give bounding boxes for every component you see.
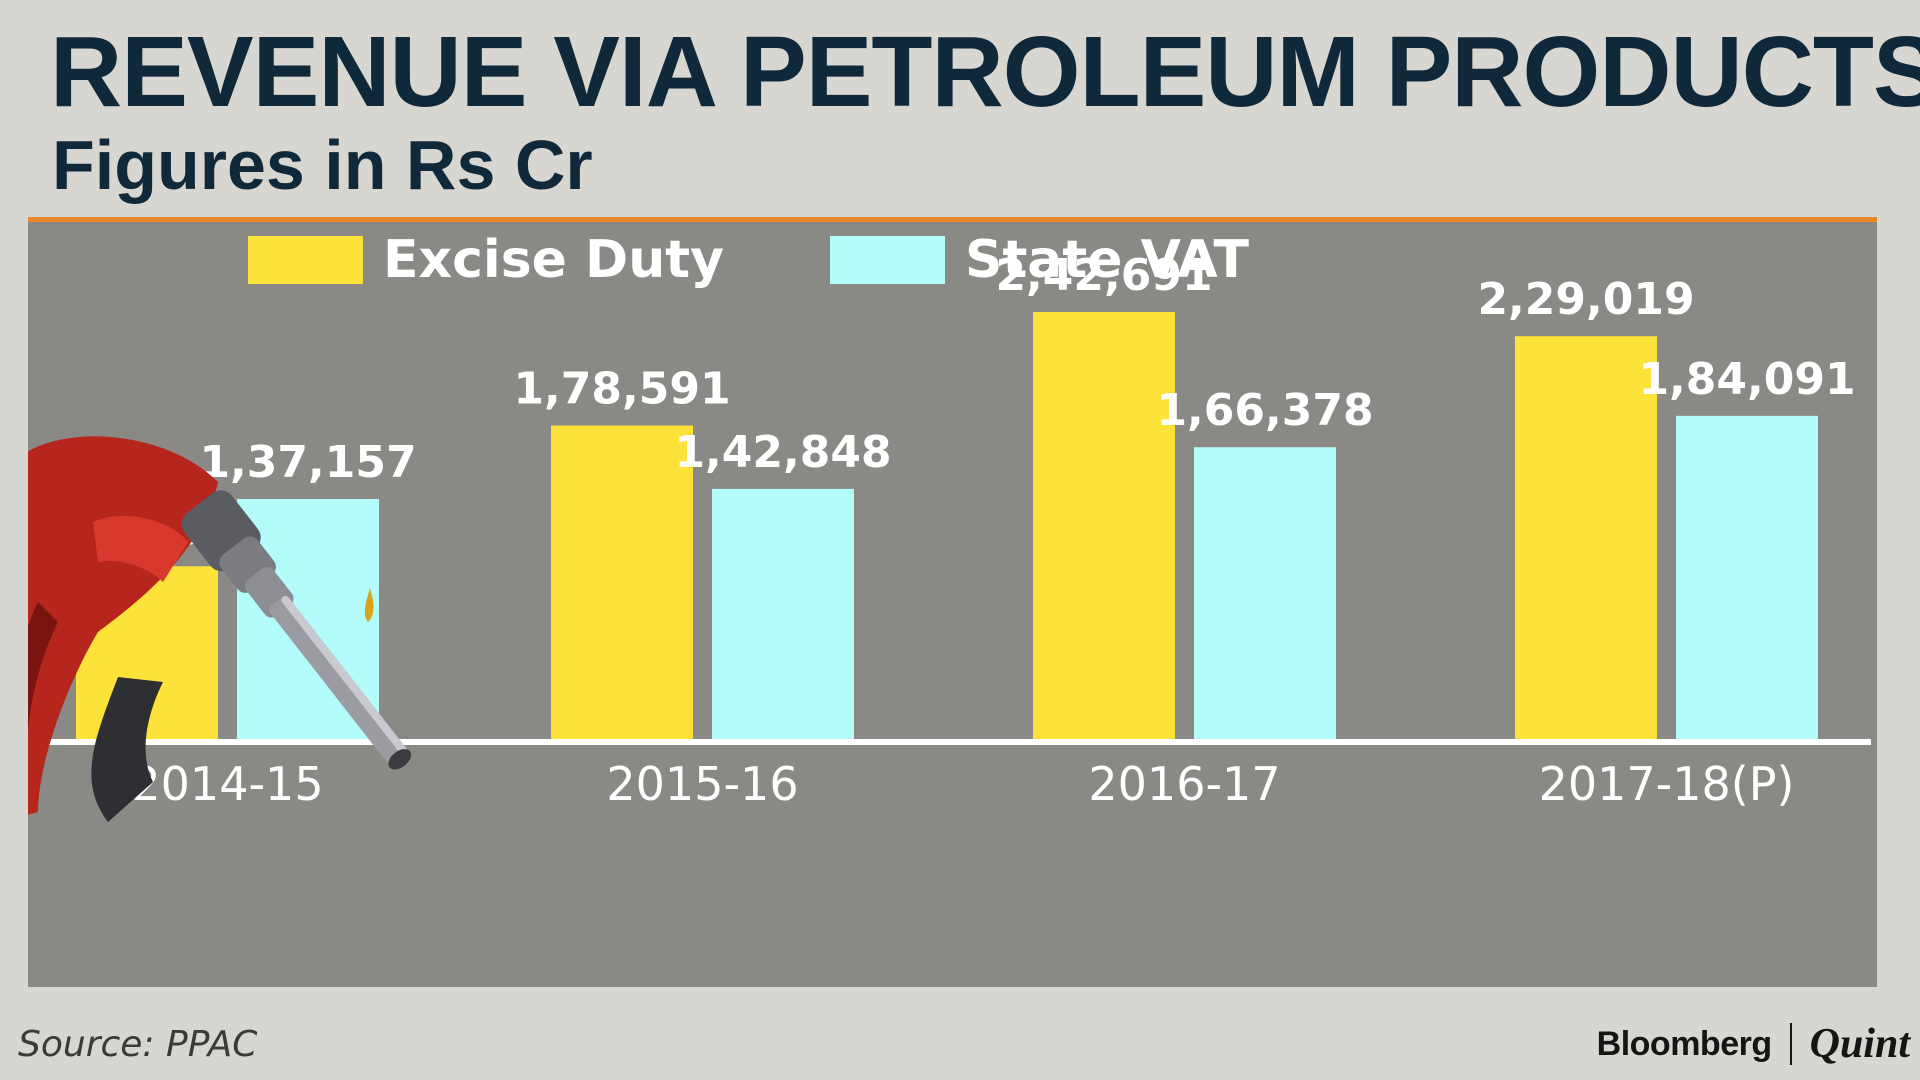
legend-vat: State VAT bbox=[830, 230, 1249, 290]
legend-label-vat: State VAT bbox=[965, 230, 1250, 290]
legend-swatch-excise bbox=[248, 236, 363, 284]
brand-secondary: Quint bbox=[1809, 1021, 1910, 1067]
legend-excise: Excise Duty bbox=[248, 230, 724, 290]
bar-excise-2016-17 bbox=[1033, 312, 1175, 742]
bar-excise-2015-16 bbox=[551, 425, 693, 742]
brand-primary: Bloomberg bbox=[1596, 1024, 1772, 1063]
bar-vat-2016-17 bbox=[1194, 447, 1336, 742]
data-label-vat-2016-17: 1,66,378 bbox=[1156, 385, 1373, 436]
chart-title: REVENUE VIA PETROLEUM PRODUCTS bbox=[50, 16, 1920, 128]
brand-separator bbox=[1789, 1023, 1792, 1065]
data-label-excise-2016-17: 2,42,691 bbox=[995, 250, 1212, 301]
bars-layer: 99,1841,37,1571,78,5911,42,8482,42,6911,… bbox=[62, 250, 1856, 742]
bar-excise-2017-18(P) bbox=[1515, 336, 1657, 742]
bar-vat-2015-16 bbox=[712, 488, 854, 742]
data-label-vat-2015-16: 1,42,848 bbox=[674, 427, 891, 478]
data-label-vat-2017-18(P): 1,84,091 bbox=[1638, 354, 1855, 405]
source-note: Source: PPAC bbox=[18, 1024, 258, 1065]
legend-label-excise: Excise Duty bbox=[383, 230, 724, 290]
bar-chart: 99,1841,37,1571,78,5911,42,8482,42,6911,… bbox=[28, 250, 1871, 822]
data-label-excise-2017-18(P): 2,29,019 bbox=[1477, 274, 1694, 325]
x-tick-label-2014-15: 2014-15 bbox=[131, 757, 323, 811]
chart-panel: 99,1841,37,1571,78,5911,42,8482,42,6911,… bbox=[28, 217, 1877, 987]
x-tick-labels: 2014-15 2015-16 2016-17 2017-18(P) bbox=[131, 757, 1794, 811]
fuel-nozzle-icon bbox=[28, 436, 412, 822]
brand-logo: Bloomberg Quint bbox=[1597, 1020, 1910, 1068]
data-label-vat-2014-15: 1,37,157 bbox=[199, 437, 416, 488]
data-label-excise-2015-16: 1,78,591 bbox=[513, 364, 730, 415]
chart-subtitle: Figures in Rs Cr bbox=[52, 126, 593, 204]
legend-swatch-vat bbox=[830, 236, 945, 284]
x-tick-label-2015-16: 2015-16 bbox=[606, 757, 798, 811]
x-tick-label-2016-17: 2016-17 bbox=[1088, 757, 1280, 811]
x-tick-label-2017-18(P): 2017-18(P) bbox=[1539, 757, 1795, 811]
bar-vat-2017-18(P) bbox=[1676, 415, 1818, 742]
